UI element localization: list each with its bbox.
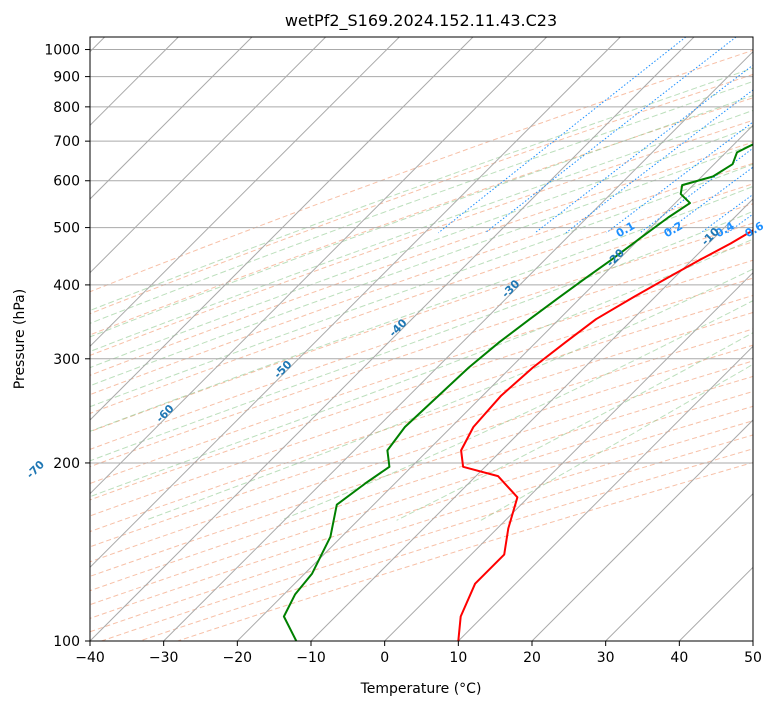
- dry-adiabat-line: [90, 344, 753, 563]
- isotherm-line: [310, 198, 753, 641]
- moist-adiabat-line: [90, 238, 753, 498]
- x-ticks: −40 −30 −20 −10 0 10 20 30 40 50: [75, 641, 762, 666]
- temperature-profile-line: [457, 229, 753, 641]
- isotherm-line: [163, 50, 753, 641]
- isotherm-line: [605, 492, 753, 641]
- mixing-ratio-line: [438, 37, 687, 234]
- moist-adiabat-line: [145, 268, 753, 521]
- moist-adiabat-line: [90, 126, 753, 369]
- plot-frame: [89, 36, 754, 642]
- mixing-ratio-line: [484, 37, 737, 234]
- x-tick-label: 10: [449, 650, 467, 666]
- dry-adiabat-line: [101, 434, 753, 641]
- isotherm-line: [90, 37, 695, 641]
- y-tick-label: 400: [53, 278, 80, 294]
- isotherm-line: [90, 37, 327, 274]
- isotherm-line: [384, 271, 753, 641]
- isotherm-line: [90, 37, 548, 495]
- moist-adiabat-line: [90, 143, 753, 387]
- x-tick-label: −40: [75, 650, 105, 666]
- y-axis-title: Pressure (hPa): [12, 289, 28, 389]
- isotherm-line: [90, 37, 474, 421]
- x-tick-label: −10: [296, 650, 326, 666]
- x-tick-label: 40: [670, 650, 688, 666]
- x-tick-label: −30: [149, 650, 179, 666]
- moist-adiabat-line: [90, 163, 753, 408]
- isotherm-line: [457, 345, 753, 641]
- dry-adiabat-line: [177, 461, 753, 641]
- x-tick-label: −20: [223, 650, 253, 666]
- isotherm-line: [90, 37, 253, 200]
- x-tick-label: 20: [523, 650, 541, 666]
- moist-adiabat-line: [90, 80, 753, 324]
- y-tick-label: 200: [53, 456, 80, 472]
- y-tick-label: 600: [53, 174, 80, 190]
- dry-adiabat-line: [90, 360, 753, 577]
- y-tick-label: 700: [53, 134, 80, 150]
- profile-lines: [282, 143, 753, 641]
- moist-adiabat-line: [90, 109, 753, 353]
- background-lines: [90, 37, 753, 641]
- mixing-ratio-line: [639, 147, 753, 234]
- isotherm-line: [531, 419, 753, 641]
- dry-adiabat-line: [90, 328, 753, 548]
- y-tick-label: 800: [53, 100, 80, 116]
- dry-adiabat-line: [90, 183, 753, 414]
- dry-adiabat-line: [90, 311, 753, 533]
- isotherm-line: [236, 124, 753, 641]
- mixing-ratio-line: [565, 89, 753, 234]
- x-tick-label: 30: [597, 650, 615, 666]
- y-ticks: 100 200 300 400 500 600 700 800 900 1000: [44, 43, 90, 650]
- dry-adiabat-line: [90, 119, 753, 356]
- y-tick-label: 500: [53, 221, 80, 237]
- x-tick-label: 0: [380, 650, 389, 666]
- dry-adiabat-line: [90, 277, 753, 501]
- y-tick-label: 1000: [44, 43, 80, 59]
- isotherm-line: [90, 37, 400, 348]
- isotherm-line: [90, 37, 621, 569]
- dry-adiabat-line: [90, 241, 753, 468]
- dry-adiabat-line: [90, 259, 753, 485]
- dry-adiabat-line: [90, 222, 753, 450]
- chart-title: wetPf2_S169.2024.152.11.43.C23: [285, 11, 557, 31]
- x-axis-title: Temperature (°C): [360, 681, 482, 697]
- x-tick-label: 50: [744, 650, 762, 666]
- y-tick-label: 300: [53, 352, 80, 368]
- dry-adiabat-line: [90, 420, 753, 633]
- y-tick-label: 100: [53, 634, 80, 650]
- y-tick-label: 900: [53, 70, 80, 86]
- dewpoint-profile-line: [282, 143, 753, 641]
- dry-adiabat-line: [90, 141, 753, 376]
- moist-adiabat-line: [90, 210, 753, 462]
- dry-adiabat-line: [139, 448, 753, 641]
